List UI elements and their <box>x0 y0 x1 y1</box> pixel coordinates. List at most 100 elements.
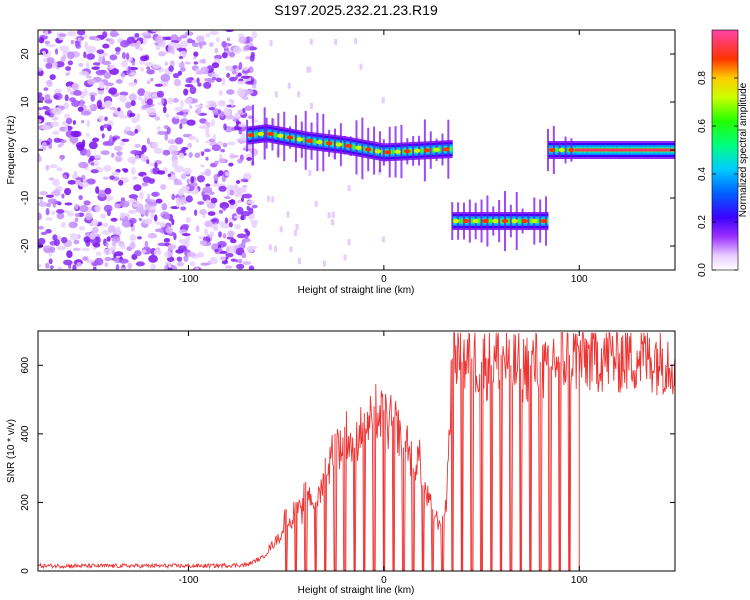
noise-blob <box>38 154 41 162</box>
noise-blob <box>115 79 123 84</box>
noise-blob <box>178 62 185 69</box>
noise-blob <box>66 31 77 37</box>
noise-blob <box>119 94 127 103</box>
noise-blob <box>201 151 205 157</box>
noise-blob <box>238 36 247 44</box>
noise-blob <box>241 75 251 79</box>
noise-blob <box>55 61 65 68</box>
tone-hotspot <box>558 148 565 152</box>
noise-blob <box>181 223 190 230</box>
tone-hotspot <box>277 133 284 138</box>
noise-blob <box>189 86 197 95</box>
noise-blob <box>205 127 210 135</box>
noise-blob <box>223 123 227 131</box>
noise-speck <box>309 38 313 45</box>
noise-blob <box>177 189 184 197</box>
noise-blob <box>189 261 196 266</box>
noise-blob <box>174 137 184 145</box>
tone-hotspot <box>345 143 352 148</box>
noise-speck <box>295 224 299 231</box>
colorbar-tick-label: 0.8 <box>697 71 708 85</box>
tone-band <box>273 132 276 137</box>
noise-blob <box>48 164 59 169</box>
noise-blob <box>65 117 73 125</box>
noise-blob <box>81 247 91 252</box>
tone-hotspot <box>257 131 264 136</box>
noise-blob <box>179 123 183 130</box>
noise-blob <box>225 246 230 253</box>
noise-speck <box>347 185 351 192</box>
tone-hotspot <box>433 147 440 152</box>
tone-hotspot <box>394 149 401 154</box>
noise-blob <box>200 262 210 266</box>
noise-blob <box>205 199 210 205</box>
noise-blob <box>114 46 121 53</box>
noise-blob <box>102 141 109 146</box>
noise-blob <box>119 212 126 219</box>
noise-blob <box>163 81 169 86</box>
tone-band <box>274 132 277 137</box>
noise-blob <box>171 193 176 201</box>
noise-blob <box>240 196 244 203</box>
noise-blob <box>188 152 193 158</box>
noise-blob <box>44 98 53 104</box>
noise-blob <box>48 258 53 265</box>
noise-blob <box>174 106 183 112</box>
noise-blob <box>135 261 145 267</box>
noise-blob <box>83 88 88 97</box>
noise-blob <box>182 108 190 113</box>
noise-blob <box>143 91 153 99</box>
noise-blob <box>211 243 220 251</box>
noise-blob <box>53 188 61 197</box>
noise-blob <box>130 72 137 76</box>
noise-blob <box>47 198 58 204</box>
noise-blob <box>165 226 174 234</box>
noise-blob <box>242 186 247 193</box>
noise-blob <box>228 98 234 103</box>
noise-blob <box>193 51 199 57</box>
noise-blob <box>246 157 252 161</box>
noise-blob <box>226 72 231 78</box>
noise-blob <box>234 202 238 207</box>
noise-blob <box>196 77 200 84</box>
tone-spike <box>468 199 471 243</box>
tone-band <box>536 219 541 224</box>
noise-blob <box>252 84 257 89</box>
x-tick-label: 0 <box>381 274 387 285</box>
noise-blob <box>38 111 42 117</box>
noise-blob <box>235 180 241 184</box>
noise-blob <box>172 159 179 166</box>
noise-blob <box>94 204 101 213</box>
noise-blob <box>67 211 74 217</box>
tone-band <box>292 136 295 141</box>
tone-band <box>323 140 326 145</box>
tone-hotspot <box>501 219 509 224</box>
noise-blob <box>241 240 246 248</box>
noise-blob <box>182 167 192 175</box>
noise-blob <box>74 217 79 223</box>
noise-blob <box>49 265 54 270</box>
noise-blob <box>199 240 207 246</box>
noise-blob <box>127 262 133 270</box>
noise-blob <box>194 152 201 158</box>
noise-blob <box>223 107 230 115</box>
noise-blob <box>88 141 98 150</box>
noise-blob <box>75 141 86 149</box>
noise-blob <box>198 125 208 129</box>
noise-blob <box>176 261 184 267</box>
noise-blob <box>225 30 234 33</box>
noise-blob <box>111 152 115 158</box>
tone-spike <box>283 111 286 162</box>
noise-blob <box>45 228 52 234</box>
noise-blob <box>100 213 107 219</box>
noise-blob <box>61 221 66 228</box>
noise-blob <box>38 37 45 44</box>
noise-blob <box>142 104 152 109</box>
noise-blob <box>91 226 99 234</box>
noise-blob <box>207 211 216 216</box>
noise-blob <box>189 105 193 109</box>
noise-blob <box>208 42 214 48</box>
noise-blob <box>205 156 209 161</box>
noise-blob <box>251 31 258 39</box>
